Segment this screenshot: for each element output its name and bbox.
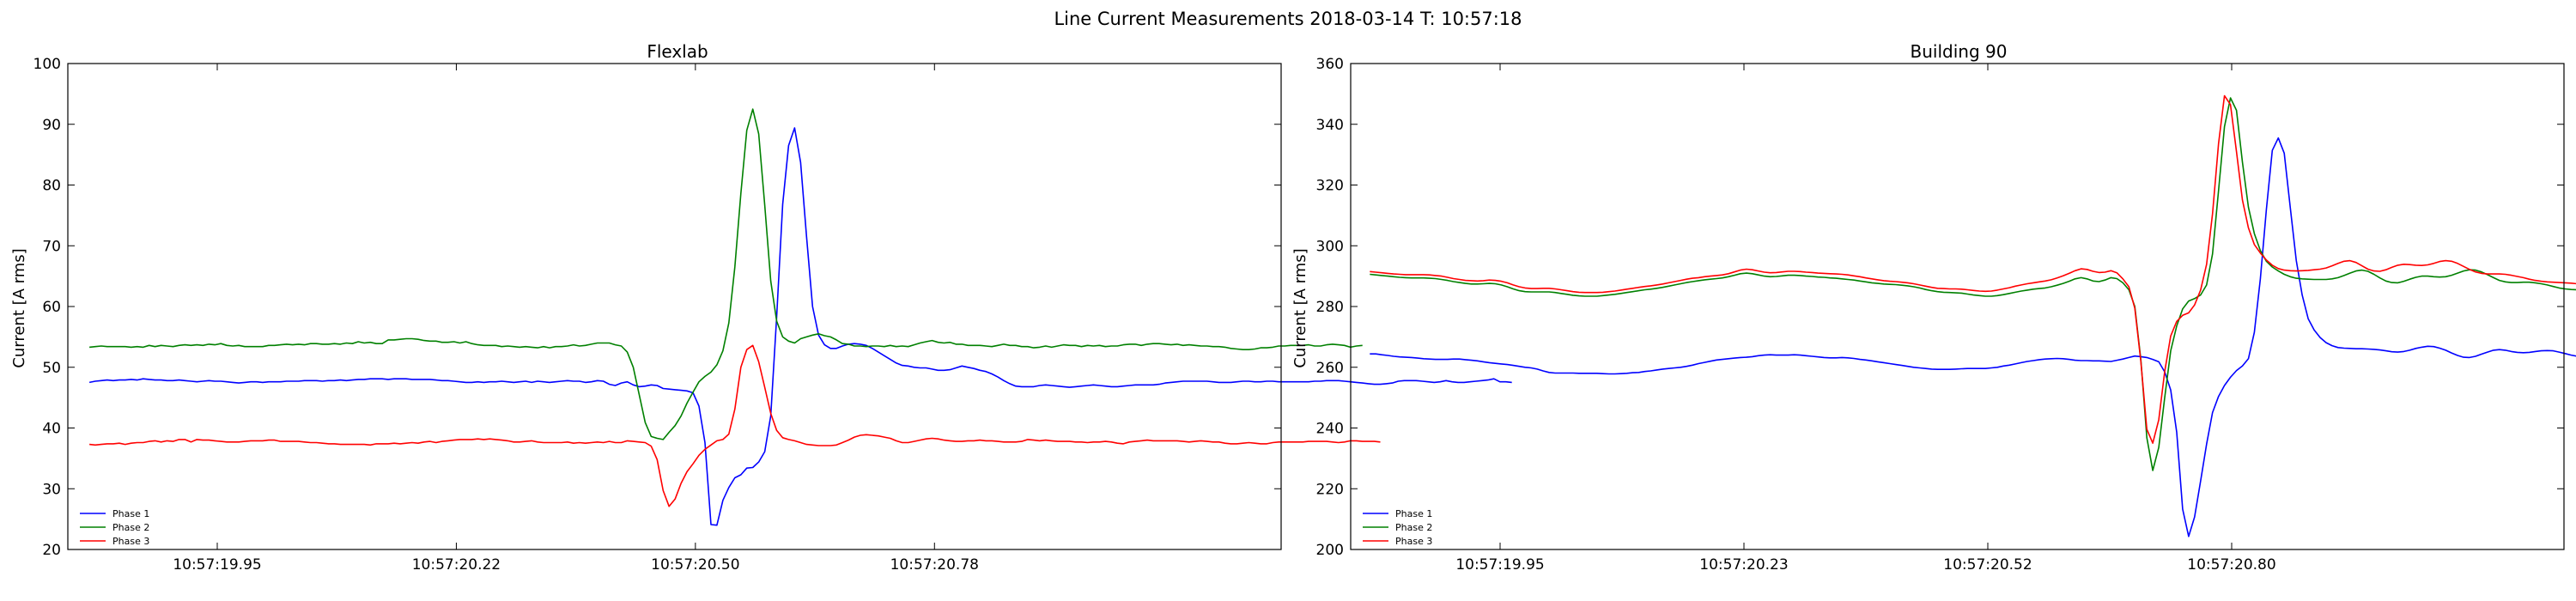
- flexlab-xtick-label: 10:57:19.95: [173, 556, 261, 574]
- building90-legend: Phase 1 Phase 2 Phase 3: [1363, 508, 1432, 547]
- building90-xtick-label: 10:57:20.23: [1699, 556, 1788, 574]
- flexlab-legend-label: Phase 2: [112, 522, 149, 533]
- building90-xtick-label: 10:57:20.80: [2187, 556, 2275, 574]
- flexlab-axes-frame: [67, 63, 1282, 550]
- building90-ytick-label: 200: [1316, 542, 1344, 559]
- flexlab-xtick-label: 10:57:20.50: [651, 556, 739, 574]
- flexlab-ytick-label: 30: [42, 481, 61, 498]
- building90-ytick-label: 340: [1316, 117, 1344, 134]
- flexlab-legend: Phase 1 Phase 2 Phase 3: [80, 508, 149, 547]
- flexlab-ytick-label: 80: [42, 178, 61, 195]
- building90-series-2-line: [1370, 97, 2576, 471]
- flexlab-ytick-label: 40: [42, 421, 61, 438]
- building90-legend-label: Phase 1: [1395, 508, 1432, 519]
- flexlab-legend-label: Phase 1: [112, 508, 149, 519]
- building90-xtick-label: 10:57:20.52: [1943, 556, 2032, 574]
- flexlab-panel: Flexlab 20 30 40 50 60 70 80 90 100 10:57:19.95 10…: [10, 41, 1512, 574]
- flexlab-series-3-line: [89, 344, 1381, 507]
- flexlab-series-2-line: [89, 108, 1363, 440]
- building90-ytick-label: 360: [1316, 56, 1344, 73]
- flexlab-ytick-label: 70: [42, 238, 61, 255]
- flexlab-plot: 20 30 40 50 60 70 80 90 100 10:57:19.95 10:57:20.2…: [33, 56, 1512, 574]
- building90-legend-label: Phase 2: [1395, 522, 1432, 533]
- flexlab-xtick-label: 10:57:20.78: [890, 556, 979, 574]
- building90-series-3-line: [1370, 94, 2576, 445]
- flexlab-xtick-label: 10:57:20.22: [412, 556, 501, 574]
- building90-title: Building 90: [1911, 41, 2008, 62]
- building90-ytick-label: 220: [1316, 481, 1344, 498]
- building90-ytick-label: 260: [1316, 360, 1344, 377]
- flexlab-ytick-label: 20: [42, 542, 61, 559]
- building90-plot: 200 220 240 260 280 300 320 340 360 10:57:19.95 10…: [1316, 56, 2576, 574]
- building90-series-1-line: [1370, 137, 2576, 537]
- flexlab-ytick-label: 100: [33, 56, 61, 73]
- flexlab-legend-label: Phase 3: [112, 536, 149, 547]
- building90-panel: Building 90 200 220 240 260 280 300 320 340 360 1…: [1291, 41, 2576, 574]
- building90-ytick-label: 240: [1316, 421, 1344, 438]
- building90-ytick-label: 320: [1316, 178, 1344, 195]
- figure-suptitle: Line Current Measurements 2018-03-14 T: …: [1054, 9, 1522, 29]
- building90-ytick-label: 300: [1316, 238, 1344, 255]
- building90-xtick-label: 10:57:19.95: [1455, 556, 1544, 574]
- flexlab-ytick-label: 50: [42, 360, 61, 377]
- flexlab-series-1-line: [88, 127, 1512, 526]
- flexlab-ytick-label: 60: [42, 299, 61, 316]
- flexlab-title: Flexlab: [647, 41, 708, 62]
- building90-axes-frame: [1350, 63, 2565, 550]
- building90-legend-label: Phase 3: [1395, 536, 1432, 547]
- building90-ytick-label: 280: [1316, 299, 1344, 316]
- flexlab-ytick-label: 90: [42, 117, 61, 134]
- flexlab-ylabel: Current [A rms]: [10, 248, 28, 367]
- building90-ylabel: Current [A rms]: [1291, 248, 1309, 367]
